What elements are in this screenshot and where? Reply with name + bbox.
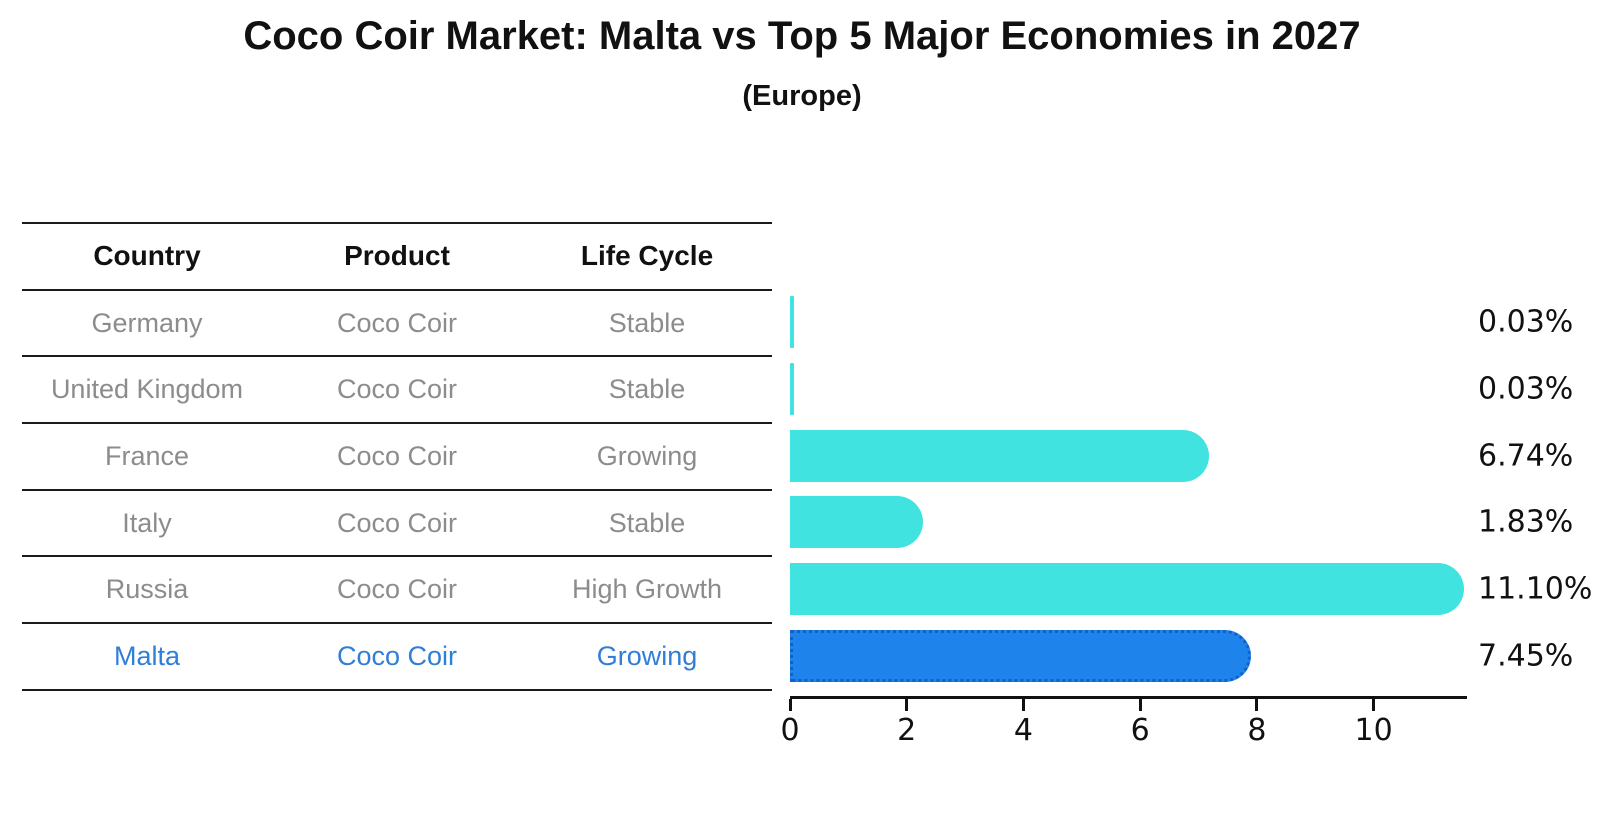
cell-country: France [104, 440, 190, 471]
x-tick-label: 10 [1354, 713, 1393, 748]
value-label-malta: 7.45% [1478, 638, 1574, 674]
x-tick-label: 4 [1013, 713, 1033, 748]
value-label-russia: 11.10% [1478, 571, 1593, 607]
table-row-russia: Russia Coco Coir High Growth [22, 557, 772, 625]
x-tick-mark [1021, 699, 1025, 711]
chart-subtitle: (Europe) [742, 80, 862, 112]
x-tick-label: 6 [1130, 713, 1150, 748]
cell-product: Coco Coir [336, 374, 458, 405]
cell-lifecycle: Stable [608, 507, 686, 538]
col-header-product: Product [344, 240, 450, 272]
value-label-france: 6.74% [1478, 438, 1574, 474]
x-tick-label: 2 [897, 713, 917, 748]
cell-country: Italy [122, 507, 172, 538]
cell-country: Malta [113, 640, 181, 671]
x-tick-label: 8 [1247, 713, 1267, 748]
cell-lifecycle: Stable [608, 374, 686, 405]
bar-plot: 0 2 4 6 8 10 0.03% 0.03% 6.74% 1.83% 11.10% 7.45% [780, 289, 1604, 789]
cell-country: Russia [105, 574, 189, 605]
value-label-united-kingdom: 0.03% [1478, 371, 1574, 407]
col-header-country: Country [93, 240, 201, 272]
table-row-germany: Germany Coco Coir Stable [22, 291, 772, 358]
table-row-france: France Coco Coir Growing [22, 424, 772, 491]
country-table: Country Product Life Cycle Germany Coco … [22, 222, 772, 691]
cell-product: Coco Coir [336, 307, 458, 338]
cell-country: United Kingdom [50, 374, 244, 405]
x-tick-mark [905, 699, 909, 711]
bar-germany [790, 296, 794, 349]
table-row-malta: Malta Coco Coir Growing [22, 624, 772, 691]
x-tick-label: 0 [780, 713, 800, 748]
cell-product: Coco Coir [336, 440, 458, 471]
x-tick-mark [788, 699, 792, 711]
x-tick-mark [1372, 699, 1376, 711]
cell-product: Coco Coir [336, 640, 458, 671]
table-header-row: Country Product Life Cycle [22, 224, 772, 291]
value-label-germany: 0.03% [1478, 304, 1574, 340]
x-tick-mark [1255, 699, 1259, 711]
bar-italy [790, 496, 923, 549]
bar-russia [790, 563, 1464, 616]
bar-malta [790, 629, 1251, 682]
x-tick-mark [1138, 699, 1142, 711]
cell-lifecycle: Growing [596, 640, 698, 671]
cell-product: Coco Coir [336, 507, 458, 538]
chart-title: Coco Coir Market: Malta vs Top 5 Major E… [243, 14, 1361, 58]
bar-united-kingdom [790, 363, 794, 416]
cell-product: Coco Coir [336, 574, 458, 605]
col-header-lifecycle: Life Cycle [580, 240, 714, 272]
table-row-united-kingdom: United Kingdom Coco Coir Stable [22, 357, 772, 425]
cell-lifecycle: Growing [596, 440, 698, 471]
bar-france [790, 429, 1210, 482]
cell-country: Germany [91, 307, 203, 338]
table-row-italy: Italy Coco Coir Stable [22, 491, 772, 558]
cell-lifecycle: Stable [608, 307, 686, 338]
value-label-italy: 1.83% [1478, 504, 1574, 540]
cell-lifecycle: High Growth [571, 574, 723, 605]
x-axis [790, 696, 1467, 699]
